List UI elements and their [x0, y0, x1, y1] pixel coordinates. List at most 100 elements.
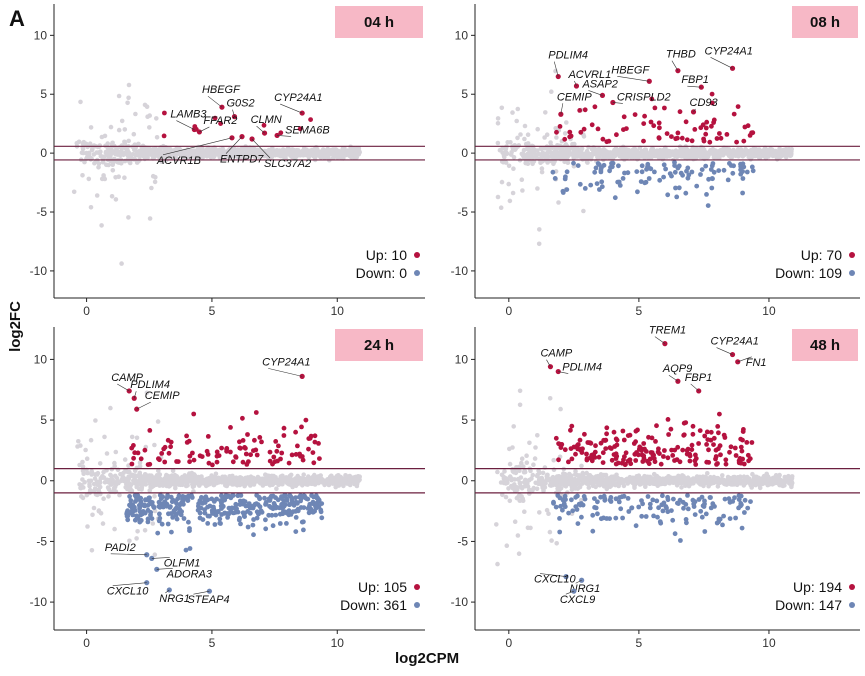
point-ns — [766, 476, 772, 482]
point-ns — [565, 160, 571, 165]
point-ns — [526, 147, 532, 152]
point-up — [310, 450, 316, 455]
point-ns — [294, 479, 299, 485]
point-down — [169, 529, 174, 535]
point-down — [643, 514, 649, 519]
x-axis-title: log2CPM — [395, 650, 460, 667]
point-ns — [534, 486, 540, 492]
point-ns — [517, 492, 522, 498]
point-ns — [149, 185, 154, 191]
point-ns — [183, 150, 189, 156]
point-ns — [112, 526, 117, 532]
point-ns — [101, 175, 107, 181]
labeled-point — [573, 83, 580, 89]
point-ns — [612, 153, 618, 159]
point-down — [742, 497, 748, 503]
point-down — [733, 515, 738, 521]
point-ns — [92, 476, 98, 481]
point-ns — [97, 484, 103, 490]
point-up — [184, 433, 190, 439]
y-tick-label: -10 — [451, 595, 469, 609]
point-ns — [584, 148, 590, 154]
up-legend-dot — [414, 584, 420, 590]
point-up — [704, 119, 710, 125]
point-ns — [87, 487, 93, 493]
point-down — [717, 516, 723, 522]
point-ns — [512, 519, 518, 524]
point-up — [216, 453, 222, 458]
point-ns — [548, 140, 553, 145]
point-ns — [176, 480, 182, 485]
x-tick-label: 10 — [331, 636, 345, 650]
point-down — [633, 523, 639, 529]
point-down — [646, 176, 652, 181]
point-ns — [494, 522, 499, 527]
point-ns — [286, 481, 291, 487]
point-up — [727, 449, 732, 455]
point-down — [689, 169, 695, 175]
point-ns — [155, 419, 161, 424]
point-ns — [211, 482, 216, 488]
point-ns — [283, 151, 288, 156]
point-down — [251, 503, 257, 508]
point-ns — [561, 471, 566, 476]
point-ns — [85, 524, 90, 529]
point-ns — [608, 153, 613, 159]
point-ns — [243, 146, 248, 152]
point-ns — [303, 477, 309, 482]
point-ns — [97, 143, 103, 148]
point-ns — [150, 173, 156, 179]
point-down — [708, 495, 713, 500]
point-ns — [109, 194, 115, 199]
y-tick-label: 5 — [461, 413, 468, 427]
point-ns — [537, 227, 542, 232]
point-down — [186, 519, 191, 525]
point-up — [569, 423, 575, 429]
gene-label: CEMIP — [557, 91, 593, 103]
point-down — [569, 497, 574, 503]
point-ns — [571, 143, 576, 148]
point-ns — [595, 154, 600, 160]
point-up — [306, 446, 311, 452]
point-ns — [517, 481, 523, 486]
point-ns — [332, 147, 338, 152]
point-down — [277, 521, 283, 526]
point-ns — [244, 154, 250, 159]
point-down — [626, 509, 632, 514]
point-up — [745, 123, 751, 129]
point-up — [711, 442, 716, 447]
point-ns — [721, 480, 727, 485]
point-down — [716, 168, 722, 174]
point-down — [156, 518, 162, 524]
point-ns — [271, 151, 277, 157]
gene-label: PADI2 — [105, 542, 136, 554]
point-ns — [83, 447, 88, 453]
point-up — [553, 435, 559, 441]
point-up — [657, 451, 662, 456]
point-down — [708, 505, 714, 511]
point-ns — [581, 474, 586, 479]
point-ns — [539, 166, 545, 171]
point-up — [554, 129, 559, 135]
point-up — [687, 458, 693, 464]
point-down — [663, 504, 669, 509]
point-ns — [198, 155, 204, 160]
point-down — [575, 521, 581, 526]
point-ns — [195, 147, 201, 153]
point-up — [651, 123, 657, 129]
point-ns — [510, 445, 515, 450]
point-up — [664, 131, 670, 137]
point-ns — [525, 480, 530, 486]
up-count-label: Up: 70 — [801, 247, 842, 263]
point-down — [301, 505, 307, 510]
point-up — [662, 105, 667, 111]
point-ns — [667, 151, 672, 156]
point-ns — [715, 477, 720, 483]
point-ns — [613, 476, 619, 481]
point-ns — [82, 159, 87, 165]
gene-label: ENTPD7 — [220, 154, 264, 166]
point-ns — [582, 152, 587, 158]
point-ns — [752, 147, 757, 152]
point-ns — [495, 140, 501, 146]
point-down — [149, 516, 155, 521]
